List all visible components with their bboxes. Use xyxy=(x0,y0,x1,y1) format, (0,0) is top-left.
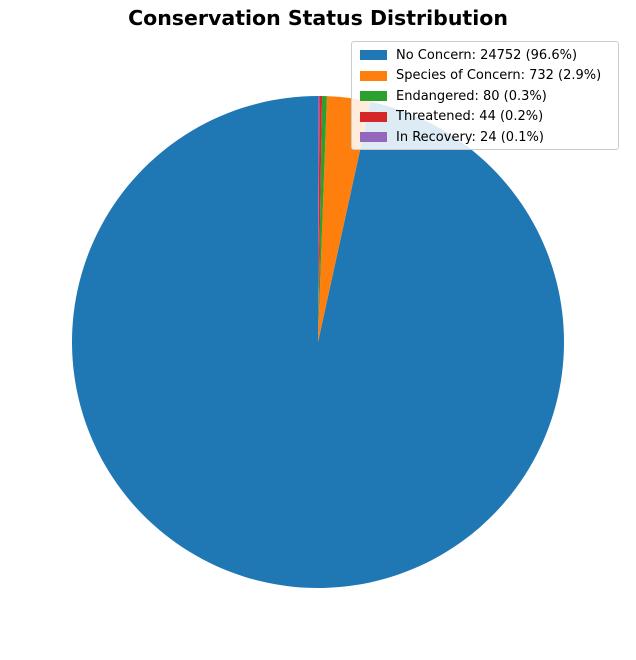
legend-entry: Species of Concern: 732 (2.9%) xyxy=(360,66,618,87)
legend-entry: No Concern: 24752 (96.6%) xyxy=(360,45,618,66)
legend-entry: Endangered: 80 (0.3%) xyxy=(360,86,618,107)
pie-slice-species-of-concern xyxy=(318,96,371,342)
chart-title: Conservation Status Distribution xyxy=(128,6,508,30)
pie-slice-in-recovery xyxy=(318,96,320,342)
legend-label: Species of Concern: 732 (2.9%) xyxy=(396,68,602,84)
legend-entry: Threatened: 44 (0.2%) xyxy=(360,107,618,128)
legend-swatch xyxy=(360,132,387,143)
legend-swatch xyxy=(360,70,387,81)
legend-swatch xyxy=(360,91,387,102)
pie-slice-threatened xyxy=(318,96,323,342)
legend-label: Threatened: 44 (0.2%) xyxy=(396,109,544,125)
legend-swatch xyxy=(360,50,387,61)
legend: No Concern: 24752 (96.6%) Species of Con… xyxy=(351,41,619,150)
pie-slice-no-concern xyxy=(72,96,565,588)
legend-entry: In Recovery: 24 (0.1%) xyxy=(360,127,618,148)
legend-label: No Concern: 24752 (96.6%) xyxy=(396,47,578,63)
legend-label: In Recovery: 24 (0.1%) xyxy=(396,129,544,145)
legend-swatch xyxy=(360,111,387,122)
pie-slices xyxy=(72,96,565,588)
legend-label: Endangered: 80 (0.3%) xyxy=(396,88,547,104)
pie-slice-endangered xyxy=(318,96,327,342)
